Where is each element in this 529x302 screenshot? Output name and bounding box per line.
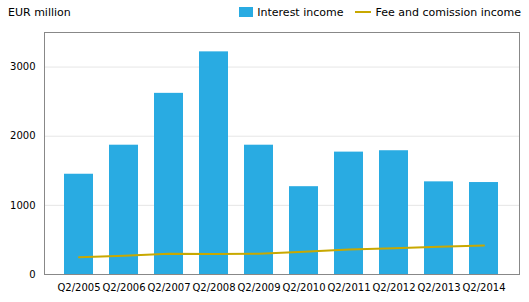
svg-text:Q2/2008: Q2/2008: [192, 282, 235, 293]
svg-text:Q2/2005: Q2/2005: [57, 282, 100, 293]
svg-text:0: 0: [29, 269, 35, 280]
html-text:Interest income: Interest income: [257, 5, 344, 19]
svg-text:Q2/2006: Q2/2006: [102, 282, 145, 293]
svg-text:Q2/2013: Q2/2013: [417, 282, 460, 293]
svg-text:Q2/2011: Q2/2011: [327, 282, 370, 293]
html-text:Fee and comission income: Fee and comission income: [375, 5, 521, 19]
html-text:EUR million: EUR million: [8, 5, 71, 19]
svg-text:Q2/2014: Q2/2014: [462, 282, 505, 293]
svg-text:Q2/2012: Q2/2012: [372, 282, 415, 293]
svg-text:1000: 1000: [10, 200, 35, 211]
svg-text:Q2/2009: Q2/2009: [237, 282, 280, 293]
svg-text:Q2/2007: Q2/2007: [147, 282, 190, 293]
svg-text:3000: 3000: [10, 61, 35, 72]
svg-text:2000: 2000: [10, 130, 35, 141]
svg-text:Q2/2010: Q2/2010: [282, 282, 325, 293]
